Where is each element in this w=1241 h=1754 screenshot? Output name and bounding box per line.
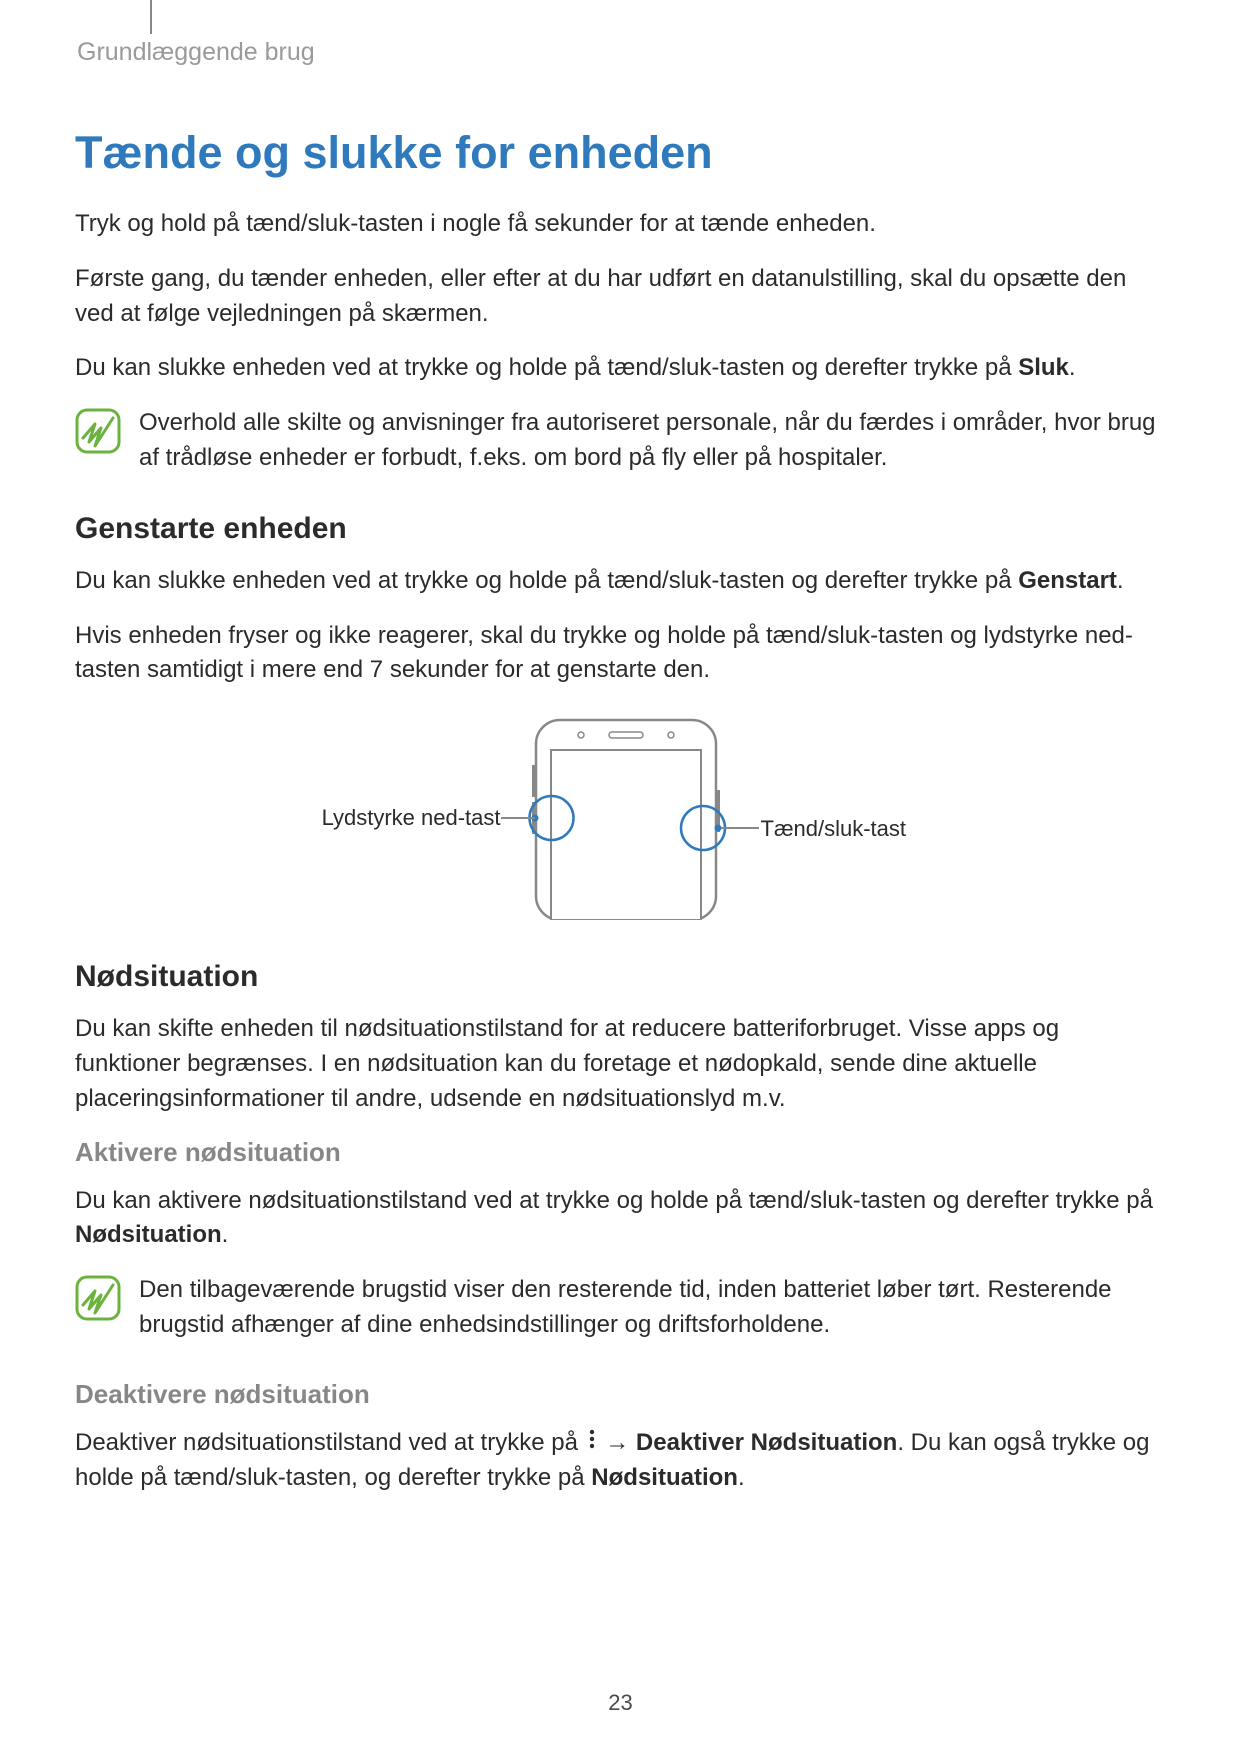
activate-pre: Du kan aktivere nødsituationstilstand ve…: [75, 1187, 1153, 1214]
heading-emergency: Nødsituation: [75, 960, 1166, 994]
note-icon: [75, 408, 121, 454]
restart-p1-bold: Genstart: [1018, 567, 1117, 594]
heading-restart: Genstarte enheden: [75, 512, 1166, 546]
note-2-text: Den tilbageværende brugstid viser den re…: [139, 1273, 1166, 1343]
diagram-label-left: Lydstyrke ned-tast: [181, 805, 501, 831]
heading-deactivate: Deaktivere nødsituation: [75, 1379, 1166, 1410]
activate-post: .: [222, 1221, 229, 1248]
paragraph-2: Første gang, du tænder enheden, eller ef…: [75, 262, 1166, 332]
breadcrumb: Grundlæggende brug: [77, 38, 1166, 67]
top-margin-rule: [150, 0, 152, 34]
deact-post: .: [738, 1464, 745, 1491]
restart-paragraph-1: Du kan slukke enheden ved at trykke og h…: [75, 564, 1166, 599]
device-diagram: Lydstyrke ned-tast Tænd/sluk-tast: [251, 710, 991, 920]
restart-p1-post: .: [1117, 567, 1124, 594]
restart-p1-pre: Du kan slukke enheden ved at trykke og h…: [75, 567, 1018, 594]
heading-activate: Aktivere nødsituation: [75, 1137, 1166, 1168]
activate-bold: Nødsituation: [75, 1221, 222, 1248]
activate-paragraph: Du kan aktivere nødsituationstilstand ve…: [75, 1184, 1166, 1254]
deactivate-paragraph: Deaktiver nødsituationstilstand ved at t…: [75, 1426, 1166, 1496]
deact-bold1: Deaktiver Nødsituation: [636, 1429, 897, 1456]
paragraph-3-pre: Du kan slukke enheden ved at trykke og h…: [75, 354, 1018, 381]
emergency-paragraph: Du kan skifte enheden til nødsituationst…: [75, 1012, 1166, 1116]
deact-pre: Deaktiver nødsituationstilstand ved at t…: [75, 1429, 585, 1456]
note-2: Den tilbageværende brugstid viser den re…: [75, 1273, 1166, 1343]
restart-paragraph-2: Hvis enheden fryser og ikke reagerer, sk…: [75, 619, 1166, 689]
paragraph-3-post: .: [1069, 354, 1076, 381]
diagram-label-right: Tænd/sluk-tast: [761, 816, 907, 842]
note-icon: [75, 1275, 121, 1321]
paragraph-3: Du kan slukke enheden ved at trykke og h…: [75, 351, 1166, 386]
more-vertical-icon: [587, 1426, 597, 1461]
page-title: Tænde og slukke for enheden: [75, 127, 1166, 179]
leader-right: [721, 827, 759, 829]
leader-left: [501, 817, 535, 819]
note-1: Overhold alle skilte og anvisninger fra …: [75, 406, 1166, 476]
paragraph-3-bold: Sluk: [1018, 354, 1069, 381]
deact-arrow: →: [599, 1429, 636, 1456]
note-1-text: Overhold alle skilte og anvisninger fra …: [139, 406, 1166, 476]
paragraph-1: Tryk og hold på tænd/sluk-tasten i nogle…: [75, 207, 1166, 242]
page-number: 23: [0, 1690, 1241, 1716]
deact-bold2: Nødsituation: [591, 1464, 738, 1491]
